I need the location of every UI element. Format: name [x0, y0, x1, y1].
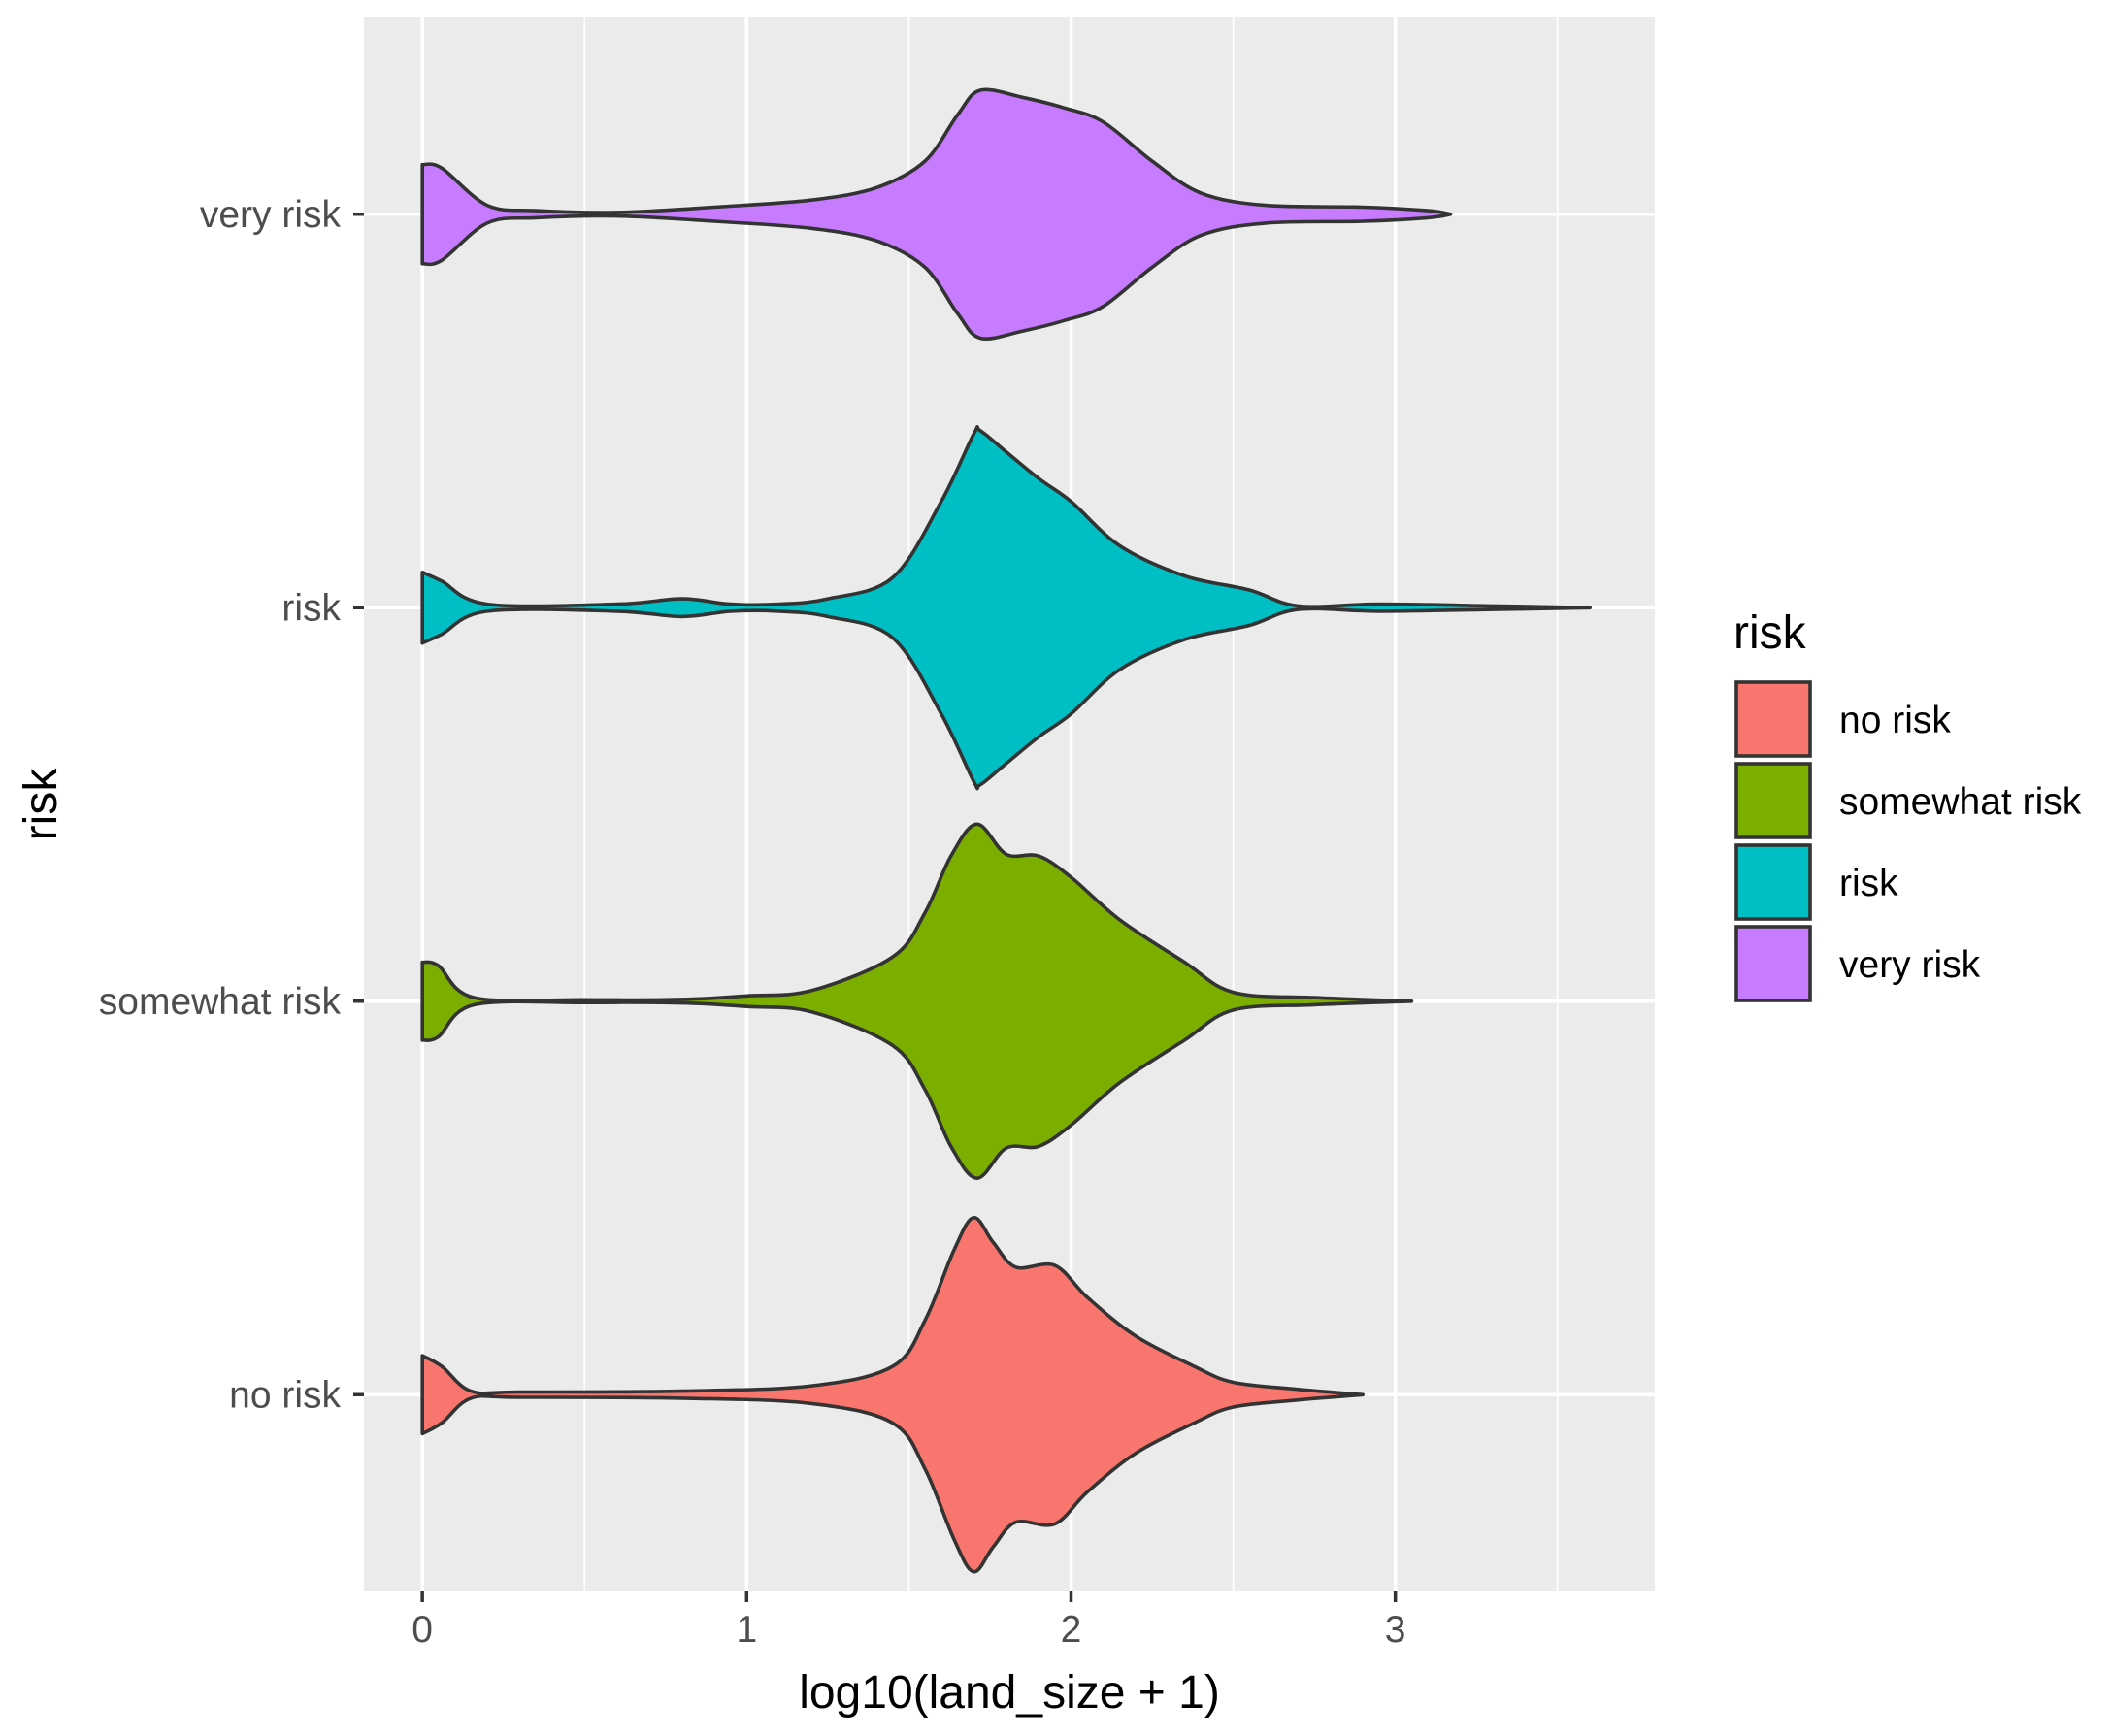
legend-label: risk — [1839, 863, 1898, 904]
x-tick-label: 3 — [1385, 1609, 1406, 1651]
legend-key-very-risk — [1734, 925, 1812, 1002]
legend-key-somewhat-risk — [1734, 762, 1812, 839]
legend-key-no-risk — [1734, 680, 1812, 758]
legend-title: risk — [1733, 607, 1807, 659]
violin-very-risk — [420, 87, 1453, 341]
legend-label: somewhat risk — [1839, 781, 2082, 823]
x-tick-label: 1 — [736, 1609, 757, 1651]
violins — [420, 87, 1592, 1574]
legend-label: no risk — [1839, 700, 1951, 741]
y-axis-title: risk — [16, 768, 67, 841]
violin-no-risk — [420, 1216, 1365, 1574]
x-axis-title: log10(land_size + 1) — [799, 1667, 1220, 1719]
y-tick-label: very risk — [200, 194, 342, 236]
legend-key-risk — [1734, 843, 1812, 921]
x-tick-label: 2 — [1061, 1609, 1082, 1651]
legend-label: very risk — [1839, 944, 1981, 986]
y-tick-label: no risk — [229, 1374, 341, 1416]
y-axis: no risk somewhat risk risk very risk — [99, 194, 364, 1416]
legend: risk no risk somewhat risk risk very risk — [1733, 607, 2082, 1002]
violin-risk — [420, 425, 1592, 791]
y-tick-label: risk — [281, 587, 341, 629]
x-axis: 0 1 2 3 — [412, 1591, 1406, 1651]
y-tick-label: somewhat risk — [99, 981, 342, 1023]
violin-somewhat-risk — [420, 822, 1414, 1181]
x-tick-label: 0 — [412, 1609, 433, 1651]
